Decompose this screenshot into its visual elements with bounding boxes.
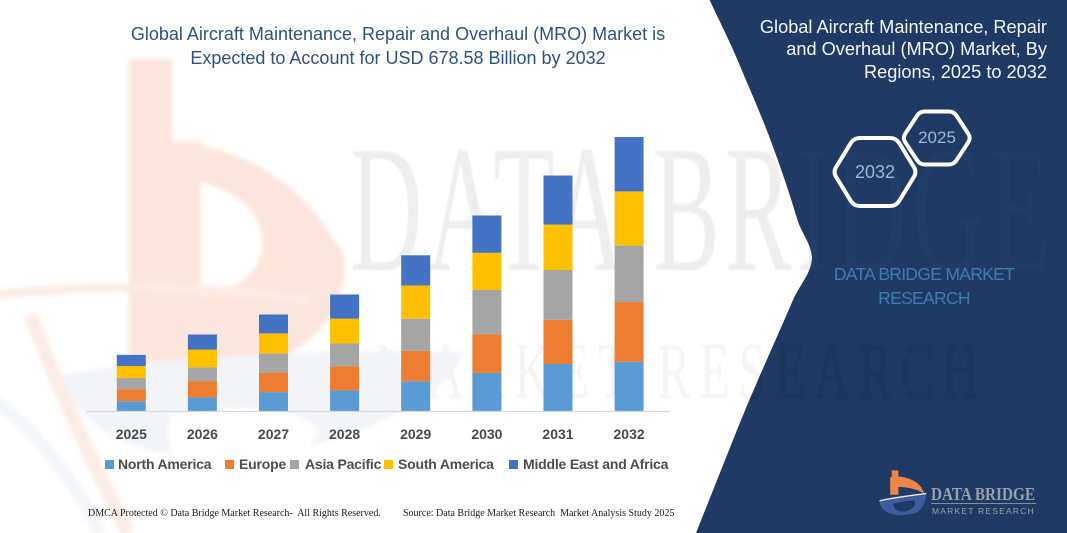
svg-text:DATA BRIDGE: DATA BRIDGE — [931, 484, 1035, 504]
svg-text:MARKET RESEARCH: MARKET RESEARCH — [932, 506, 1035, 516]
